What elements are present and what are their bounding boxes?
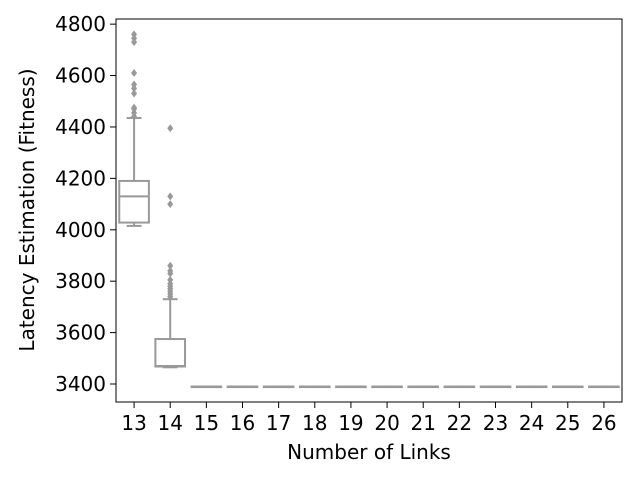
x-tick-label: 14 <box>157 411 182 435</box>
y-tick-label: 3400 <box>55 372 106 396</box>
box-marks <box>118 30 620 389</box>
outlier-point <box>131 30 138 39</box>
outlier-point <box>131 103 138 112</box>
y-tick-label: 3800 <box>55 269 106 293</box>
x-tick-label: 20 <box>374 411 399 435</box>
box-13 <box>118 30 150 227</box>
x-tick-label: 19 <box>338 411 363 435</box>
y-tick-label: 4200 <box>55 166 106 190</box>
x-tick-label: 21 <box>410 411 435 435</box>
outlier-point <box>167 192 174 201</box>
y-tick-label: 3600 <box>55 321 106 345</box>
y-tick-label: 4800 <box>55 12 106 36</box>
y-axis-label: Latency Estimation (Fitness) <box>15 68 39 351</box>
x-tick-label: 25 <box>555 411 580 435</box>
box-21 <box>407 385 440 389</box>
box-22 <box>443 385 476 389</box>
box-25 <box>551 385 584 389</box>
box-16 <box>226 385 259 389</box>
plot-frame <box>115 18 623 403</box>
y-tick-label: 4000 <box>55 218 106 242</box>
outlier-point <box>167 261 174 270</box>
box-23 <box>479 385 512 389</box>
y-tick-label: 4400 <box>55 115 106 139</box>
outlier-point <box>167 266 174 275</box>
box-17 <box>262 385 295 389</box>
x-tick-label: 16 <box>230 411 255 435</box>
x-tick-label: 18 <box>302 411 327 435</box>
x-tick-label: 17 <box>266 411 291 435</box>
outlier-point <box>167 200 174 209</box>
box-18 <box>298 385 331 389</box>
box-19 <box>335 385 367 389</box>
x-tick-label: 15 <box>194 411 219 435</box>
x-tick-label: 23 <box>483 411 508 435</box>
outlier-point <box>131 80 138 89</box>
y-tick-label: 4600 <box>55 64 106 88</box>
box-14 <box>154 124 187 369</box>
x-tick-label: 24 <box>519 411 544 435</box>
outlier-point <box>131 89 138 98</box>
x-tick-label: 22 <box>447 411 472 435</box>
box-iqr <box>154 338 187 368</box>
outlier-point <box>167 124 174 133</box>
x-tick-label: 26 <box>591 411 616 435</box>
x-axis-label: Number of Links <box>287 440 451 464</box>
box-iqr <box>118 179 150 224</box>
box-20 <box>371 385 403 389</box>
box-26 <box>588 385 620 389</box>
outlier-point <box>167 275 174 284</box>
box-15 <box>190 385 223 389</box>
x-tick-label: 13 <box>121 411 146 435</box>
x-axis: 13 14 15 16 17 18 19 20 21 22 23 24 25 26 <box>121 402 617 435</box>
box-24 <box>515 385 548 389</box>
y-axis: 3400 3600 3800 4000 4200 4400 4600 4800 <box>55 12 116 396</box>
outlier-point <box>131 68 138 77</box>
